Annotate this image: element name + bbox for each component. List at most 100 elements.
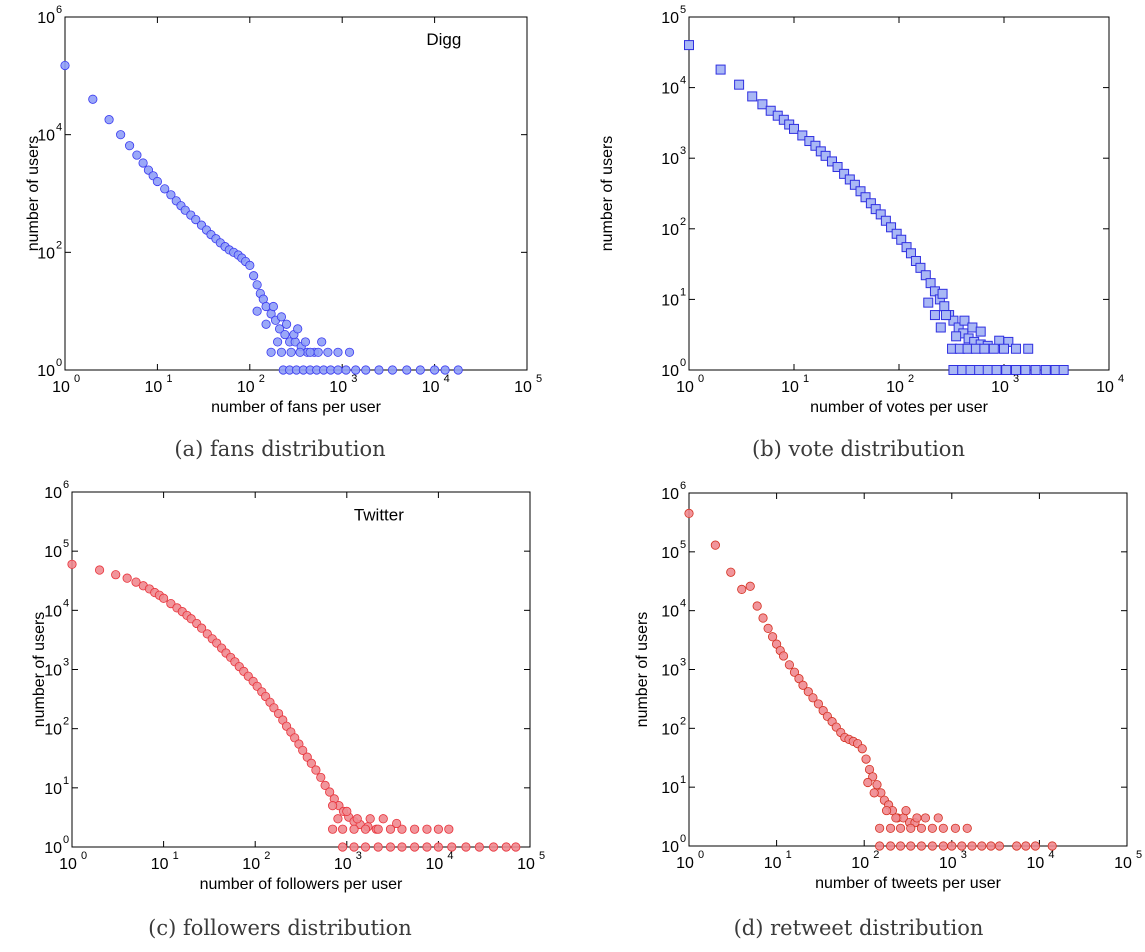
data-point (197, 623, 207, 633)
data-point (857, 744, 867, 754)
y-tick-label: 10 6 (44, 479, 69, 502)
data-point (461, 842, 471, 852)
x-tick-exponent: 4 (1118, 373, 1124, 385)
data-point (895, 841, 906, 851)
y-tick-base: 10 (661, 486, 679, 503)
data-point (747, 91, 758, 102)
data-point (252, 306, 262, 316)
data-point (912, 813, 922, 823)
x-tick-base: 10 (52, 379, 70, 396)
data-point (422, 824, 432, 834)
y-tick-base: 10 (661, 292, 679, 309)
x-tick-base: 10 (329, 379, 347, 396)
data-point (261, 319, 271, 329)
data-point (763, 623, 773, 633)
x-tick-exponent: 3 (961, 849, 967, 861)
data-point (895, 823, 906, 833)
data-point (349, 842, 359, 852)
x-tick-label: 10 1 (781, 373, 809, 396)
data-point (373, 824, 383, 834)
x-tick-label: 10 3 (334, 850, 362, 873)
data-point (320, 780, 330, 790)
data-point (726, 567, 736, 577)
y-tick-label: 10 0 (661, 357, 686, 380)
y-tick-label: 10 3 (44, 657, 69, 680)
data-point (361, 365, 371, 375)
data-point (378, 814, 388, 824)
y-tick-exponent: 5 (63, 538, 69, 550)
x-tick-exponent: 0 (81, 850, 87, 862)
data-point (957, 365, 968, 375)
data-point (338, 842, 348, 852)
data-point (281, 319, 292, 329)
x-tick-exponent: 5 (536, 373, 542, 385)
x-tick-base: 10 (242, 856, 260, 873)
y-tick-label: 10 6 (37, 4, 62, 27)
data-point (453, 365, 463, 375)
data-point (938, 823, 948, 833)
y-tick-label: 10 5 (44, 538, 69, 561)
x-tick-label: 10 0 (52, 373, 80, 396)
data-point (286, 347, 296, 357)
y-tick-label: 10 0 (661, 833, 686, 856)
x-axis-label: number of fans per user (211, 399, 382, 416)
data-point (901, 805, 911, 816)
x-axis-label: number of votes per user (810, 399, 989, 416)
data-point (325, 787, 335, 797)
x-axis-label: number of tweets per user (815, 875, 1002, 892)
x-tick-base: 10 (151, 856, 169, 873)
x-tick-exponent: 5 (539, 850, 545, 862)
x-tick-base: 10 (764, 855, 782, 872)
y-tick-label: 10 1 (661, 774, 686, 797)
y-tick-exponent: 3 (680, 145, 686, 157)
data-point (352, 814, 362, 824)
y-tick-exponent: 1 (680, 774, 686, 786)
data-point (511, 842, 521, 852)
data-point (861, 754, 871, 764)
data-point (991, 365, 1002, 375)
data-point (957, 841, 967, 851)
data-point (734, 79, 745, 90)
data-point (333, 365, 343, 375)
x-tick-exponent: 2 (264, 850, 270, 862)
x-tick-label: 10 5 (514, 373, 542, 396)
x-axis-label: number of followers per user (200, 876, 403, 893)
x-tick-label: 10 2 (851, 849, 879, 872)
y-tick-exponent: 4 (680, 598, 686, 610)
chart-panel-votes: 10 0 10 1 10 2 10 3 10 4 10 0 10 1 10 2 10 3 10 4 10 5 number … (572, 0, 1145, 470)
x-tick-base: 10 (237, 379, 255, 396)
data-point (433, 824, 443, 834)
x-tick-base: 10 (145, 379, 163, 396)
data-point (832, 162, 843, 173)
x-tick-exponent: 3 (1013, 373, 1019, 385)
y-tick-exponent: 2 (680, 216, 686, 228)
y-tick-base: 10 (37, 128, 55, 145)
plot-frame (688, 492, 1128, 847)
data-point (916, 823, 927, 833)
data-point (710, 540, 720, 550)
data-point (962, 343, 973, 354)
data-point (349, 824, 359, 834)
y-axis-label: number of users (25, 136, 42, 252)
data-point (351, 365, 361, 375)
data-point (433, 842, 443, 852)
data-point (977, 841, 987, 851)
y-tick-exponent: 2 (680, 715, 686, 727)
data-point (440, 365, 450, 375)
y-tick-exponent: 6 (56, 4, 62, 16)
y-tick-label: 10 0 (37, 357, 62, 380)
y-tick-label: 10 5 (661, 4, 686, 27)
data-point (60, 60, 70, 71)
data-point (849, 179, 860, 190)
caption-a: (a) fans distribution (174, 437, 386, 461)
data-point (1058, 365, 1069, 375)
x-tick-label: 10 0 (59, 850, 87, 873)
data-point (191, 215, 201, 225)
data-point (880, 215, 891, 226)
data-point (124, 141, 135, 151)
data-point (1012, 841, 1022, 851)
data-point (268, 301, 278, 312)
y-tick-exponent: 0 (56, 357, 62, 369)
x-tick-base: 10 (422, 379, 440, 396)
